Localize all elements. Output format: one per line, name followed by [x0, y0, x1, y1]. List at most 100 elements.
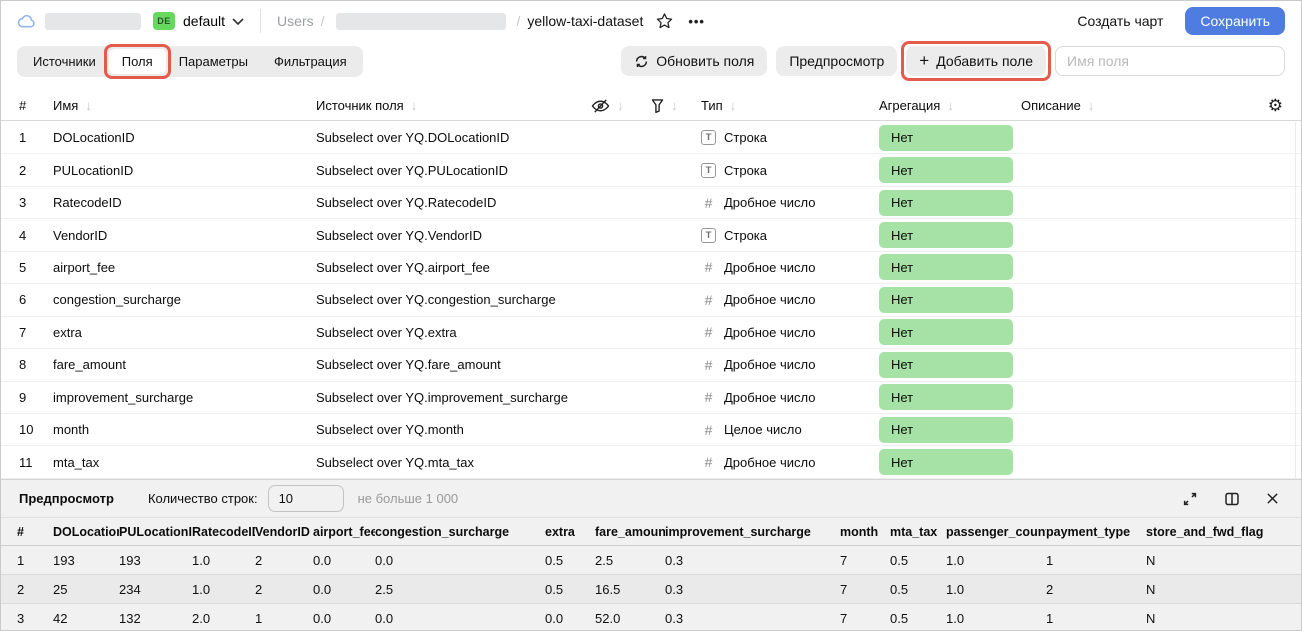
column-header-aggregation[interactable]: Агрегация ↓ [879, 98, 1021, 113]
string-type-icon: T [701, 162, 716, 178]
field-name-cell[interactable]: PULocationID [53, 162, 134, 178]
string-type-icon: T [701, 227, 716, 243]
preview-column-header: PULocationID [119, 524, 192, 539]
field-type-cell[interactable]: # Дробное число [701, 259, 879, 275]
tab-filtering[interactable]: Фильтрация [261, 49, 360, 74]
column-header-filter[interactable]: ↓ [651, 98, 701, 114]
field-name-cell[interactable]: congestion_surcharge [53, 292, 181, 308]
tab-parameters[interactable]: Параметры [166, 49, 261, 74]
aggregation-select[interactable]: Нет [879, 124, 1013, 151]
field-type-cell[interactable]: # Дробное число [701, 454, 879, 470]
folder-badge: DE [153, 12, 175, 30]
fields-rows: 1 DOLocationID Subselect over YQ.DOLocat… [1, 122, 1301, 479]
preview-panel: Предпросмотр Количество строк: не больше… [1, 479, 1301, 630]
field-name-cell[interactable]: RatecodeID [53, 195, 122, 211]
preview-cell: 7 [840, 581, 848, 597]
field-row-number: 9 [19, 389, 27, 405]
field-aggregation-cell: Нет [879, 351, 1021, 378]
field-type-cell[interactable]: # Дробное число [701, 324, 879, 340]
row-count-input[interactable] [267, 485, 344, 512]
aggregation-select[interactable]: Нет [879, 416, 1013, 443]
field-name-cell[interactable]: fare_amount [53, 357, 126, 373]
create-chart-button[interactable]: Создать чарт [1077, 13, 1164, 29]
field-name-cell[interactable]: month [53, 422, 90, 438]
refresh-fields-button[interactable]: Обновить поля [621, 46, 768, 76]
field-aggregation-cell: Нет [879, 384, 1021, 411]
breadcrumb-separator: / [320, 13, 325, 29]
aggregation-select[interactable]: Нет [879, 189, 1013, 216]
preview-cell: 0.5 [545, 552, 564, 568]
field-source-cell: Subselect over YQ.improvement_surcharge [316, 389, 568, 405]
field-source-cell: Subselect over YQ.RatecodeID [316, 195, 497, 211]
field-source-cell: Subselect over YQ.month [316, 422, 464, 438]
split-view-icon[interactable] [1224, 491, 1240, 507]
breadcrumb-dataset-name: yellow-taxi-dataset [527, 13, 644, 29]
field-name-cell[interactable]: VendorID [53, 227, 108, 243]
field-type-cell[interactable]: # Дробное число [701, 292, 879, 308]
column-header-name[interactable]: Имя ↓ [53, 98, 316, 113]
column-header-aggregation-label: Агрегация [879, 98, 941, 113]
aggregation-select[interactable]: Нет [879, 286, 1013, 313]
field-name-cell[interactable]: improvement_surcharge [53, 389, 194, 405]
field-type-cell[interactable]: T Строка [701, 130, 879, 146]
preview-cell: 25 [53, 581, 68, 597]
sort-arrow-icon: ↓ [947, 98, 954, 113]
folder-selector[interactable]: default [183, 13, 244, 29]
field-name-cell[interactable]: extra [53, 324, 82, 340]
more-menu-icon[interactable]: ••• [688, 13, 705, 29]
preview-cell: N [1146, 552, 1156, 568]
field-aggregation-cell: Нет [879, 222, 1021, 249]
preview-cell: 0.0 [375, 552, 394, 568]
aggregation-select[interactable]: Нет [879, 222, 1013, 249]
preview-cell: 0.3 [665, 610, 684, 626]
table-settings[interactable]: ⚙ [1261, 97, 1301, 114]
field-type-cell[interactable]: # Целое число [701, 422, 879, 438]
aggregation-select[interactable]: Нет [879, 157, 1013, 184]
column-header-hidden[interactable]: ↓ [591, 98, 651, 114]
column-header-description[interactable]: Описание ↓ [1021, 98, 1261, 113]
field-name-cell[interactable]: mta_tax [53, 454, 100, 470]
field-row: 3 RatecodeID Subselect over YQ.RatecodeI… [1, 187, 1301, 220]
preview-title: Предпросмотр [19, 491, 114, 506]
field-type-cell[interactable]: T Строка [701, 227, 879, 243]
aggregation-select[interactable]: Нет [879, 319, 1013, 346]
preview-cell: 3 [17, 610, 25, 626]
preview-column-header: store_and_fwd_flag [1146, 524, 1264, 539]
breadcrumb-separator: / [516, 13, 521, 29]
breadcrumb: Users / / yellow-taxi-dataset [277, 12, 644, 30]
star-icon[interactable] [655, 12, 674, 30]
field-aggregation-cell: Нет [879, 319, 1021, 346]
field-type-cell[interactable]: # Дробное число [701, 389, 879, 405]
sort-arrow-icon: ↓ [671, 98, 678, 113]
field-source-cell: Subselect over YQ.extra [316, 324, 457, 340]
save-button[interactable]: Сохранить [1185, 7, 1285, 35]
preview-cell: 2.0 [192, 610, 211, 626]
aggregation-select[interactable]: Нет [879, 254, 1013, 281]
column-header-type[interactable]: Тип ↓ [701, 98, 879, 113]
aggregation-select[interactable]: Нет [879, 351, 1013, 378]
preview-toggle-button[interactable]: Предпросмотр [776, 46, 898, 76]
field-type-cell[interactable]: # Дробное число [701, 195, 879, 211]
aggregation-select[interactable]: Нет [879, 384, 1013, 411]
expand-preview-icon[interactable] [1182, 491, 1198, 507]
field-type-cell[interactable]: # Дробное число [701, 357, 879, 373]
field-row: 10 month Subselect over YQ.month # Целое… [1, 414, 1301, 447]
field-row: 4 VendorID Subselect over YQ.VendorID T … [1, 219, 1301, 252]
add-field-button[interactable]: + Добавить поле [901, 41, 1051, 81]
number-type-icon: # [704, 454, 713, 471]
field-name-search-input[interactable] [1055, 46, 1285, 76]
aggregation-select[interactable]: Нет [879, 449, 1013, 476]
close-preview-icon[interactable] [1266, 492, 1279, 505]
field-name-cell[interactable]: DOLocationID [53, 130, 135, 146]
number-type-icon: # [704, 356, 713, 373]
field-row: 9 improvement_surcharge Subselect over Y… [1, 382, 1301, 414]
preview-cell: 1.0 [946, 581, 965, 597]
field-source-cell: Subselect over YQ.fare_amount [316, 357, 501, 373]
tab-fields[interactable]: Поля [103, 43, 171, 79]
preview-panel-actions [1182, 491, 1283, 507]
field-type-cell[interactable]: T Строка [701, 162, 879, 178]
breadcrumb-users[interactable]: Users [277, 13, 314, 29]
field-name-cell[interactable]: airport_fee [53, 259, 116, 275]
tab-sources[interactable]: Источники [20, 49, 109, 74]
column-header-source[interactable]: Источник поля ↓ [316, 98, 591, 113]
